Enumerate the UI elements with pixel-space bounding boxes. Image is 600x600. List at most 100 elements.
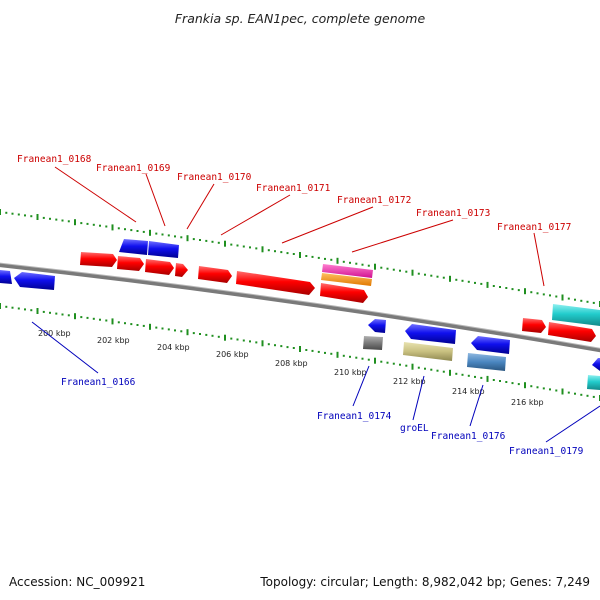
gc-tick bbox=[211, 334, 214, 337]
gc-track-lower bbox=[0, 303, 600, 401]
gc-tick bbox=[17, 213, 20, 216]
gene-box-gray[interactable] bbox=[363, 336, 383, 350]
gc-tick bbox=[217, 335, 220, 338]
gc-tick bbox=[317, 256, 320, 259]
gene-arrow-blue[interactable] bbox=[368, 319, 386, 333]
gene-arrow-blue[interactable] bbox=[14, 272, 55, 290]
gc-tick bbox=[92, 317, 95, 320]
gene-arrow-red[interactable] bbox=[198, 266, 232, 283]
gc-tick bbox=[361, 263, 364, 266]
gene-arrow-blue[interactable] bbox=[592, 358, 600, 371]
gene-label-franean1-0171[interactable]: Franean1_0171 bbox=[256, 183, 331, 194]
scale-label-210: 210 kbp bbox=[334, 368, 367, 377]
gc-tick bbox=[455, 372, 458, 375]
gene-box-cyan[interactable] bbox=[552, 304, 600, 326]
gc-tick bbox=[80, 222, 83, 225]
gene-arrow-red[interactable] bbox=[548, 322, 596, 342]
gc-tick bbox=[467, 374, 470, 377]
gc-tick bbox=[42, 310, 45, 313]
gene-arrow-blue[interactable] bbox=[405, 324, 456, 344]
gene-label-groel[interactable]: groEL bbox=[400, 423, 429, 434]
gene-box-steelblue[interactable] bbox=[467, 353, 506, 371]
gc-tick bbox=[255, 247, 258, 250]
gc-tick bbox=[380, 266, 383, 269]
gene-label-franean1-0174[interactable]: Franean1_0174 bbox=[317, 411, 392, 422]
gc-tick bbox=[480, 376, 483, 379]
gc-tick bbox=[411, 269, 414, 276]
gc-tick bbox=[536, 292, 539, 295]
gc-tick bbox=[499, 286, 501, 288]
gene-arrow-blue[interactable] bbox=[148, 241, 179, 258]
gc-tick bbox=[530, 291, 533, 294]
gc-tick bbox=[136, 324, 139, 326]
gc-tick bbox=[199, 333, 201, 335]
gene-box-cyan[interactable] bbox=[587, 375, 600, 390]
gene-box-magenta[interactable] bbox=[322, 264, 373, 278]
gc-tick bbox=[592, 395, 595, 398]
gene-box-khaki[interactable] bbox=[403, 342, 453, 361]
gene-arrow-blue[interactable] bbox=[0, 270, 12, 284]
genome-backbone-highlight bbox=[0, 262, 600, 349]
gc-tick bbox=[92, 223, 95, 226]
gc-tick bbox=[267, 343, 270, 346]
gc-tick bbox=[0, 303, 1, 309]
callout-line bbox=[469, 384, 484, 427]
gc-tick bbox=[192, 332, 195, 335]
gene-label-franean1-0176[interactable]: Franean1_0176 bbox=[431, 431, 506, 442]
callout-line bbox=[220, 194, 291, 236]
gc-tick bbox=[399, 269, 401, 272]
gc-tick bbox=[505, 287, 508, 289]
gene-label-franean1-0168[interactable]: Franean1_0168 bbox=[17, 154, 92, 165]
gene-arrow-red[interactable] bbox=[80, 252, 117, 267]
gc-tick bbox=[192, 238, 195, 241]
gc-tick bbox=[11, 306, 14, 309]
gc-tick bbox=[280, 251, 283, 254]
gc-tick bbox=[161, 327, 164, 330]
gene-label-franean1-0173[interactable]: Franean1_0173 bbox=[416, 208, 490, 219]
gene-arrow-blue[interactable] bbox=[119, 239, 148, 255]
callout-line bbox=[533, 232, 545, 287]
gene-arrow-red[interactable] bbox=[175, 263, 188, 277]
callout-line bbox=[54, 166, 137, 223]
gc-tick bbox=[430, 368, 433, 371]
gc-tick bbox=[249, 340, 251, 343]
gene-arrow-red[interactable] bbox=[236, 271, 315, 295]
gene-arrow-red[interactable] bbox=[522, 318, 546, 333]
gc-tick bbox=[86, 222, 89, 225]
gc-tick bbox=[417, 272, 420, 275]
gene-arrow-red[interactable] bbox=[117, 256, 144, 271]
gc-tick bbox=[311, 255, 314, 258]
gc-tick bbox=[286, 252, 289, 255]
gene-arrow-red[interactable] bbox=[145, 259, 174, 275]
scale-label-212: 212 kbp bbox=[393, 377, 426, 386]
gc-tick bbox=[55, 312, 58, 315]
gene-box-orange[interactable] bbox=[321, 273, 372, 286]
gc-tick bbox=[130, 323, 133, 326]
gc-tick bbox=[111, 318, 114, 325]
gc-tick bbox=[161, 233, 164, 236]
gc-tick bbox=[36, 214, 39, 220]
gene-label-franean1-0177[interactable]: Franean1_0177 bbox=[497, 222, 571, 233]
gc-tick bbox=[224, 240, 226, 247]
features-forward bbox=[80, 239, 600, 342]
topology-text: Topology: circular; Length: 8,982,042 bp… bbox=[259, 575, 590, 589]
callout-line bbox=[545, 405, 600, 443]
gc-tick bbox=[117, 321, 120, 324]
scale-label-204: 204 kbp bbox=[157, 343, 190, 352]
gene-arrow-red[interactable] bbox=[320, 283, 368, 303]
gc-tick bbox=[242, 339, 245, 342]
gc-tick bbox=[67, 220, 70, 223]
gc-tick bbox=[286, 346, 289, 349]
gene-label-franean1-0170[interactable]: Franean1_0170 bbox=[177, 172, 252, 183]
gene-label-franean1-0172[interactable]: Franean1_0172 bbox=[337, 195, 411, 206]
features-reverse bbox=[0, 270, 600, 390]
gene-label-franean1-0166[interactable]: Franean1_0166 bbox=[61, 377, 136, 388]
gene-label-franean1-0169[interactable]: Franean1_0169 bbox=[96, 163, 171, 174]
gc-tick bbox=[511, 288, 514, 291]
gene-arrow-blue[interactable] bbox=[471, 336, 510, 354]
gc-tick bbox=[230, 337, 233, 340]
gc-tick bbox=[5, 211, 8, 214]
gc-tick bbox=[411, 363, 414, 370]
gene-label-franean1-0179[interactable]: Franean1_0179 bbox=[509, 446, 584, 457]
gc-tick bbox=[380, 360, 383, 363]
